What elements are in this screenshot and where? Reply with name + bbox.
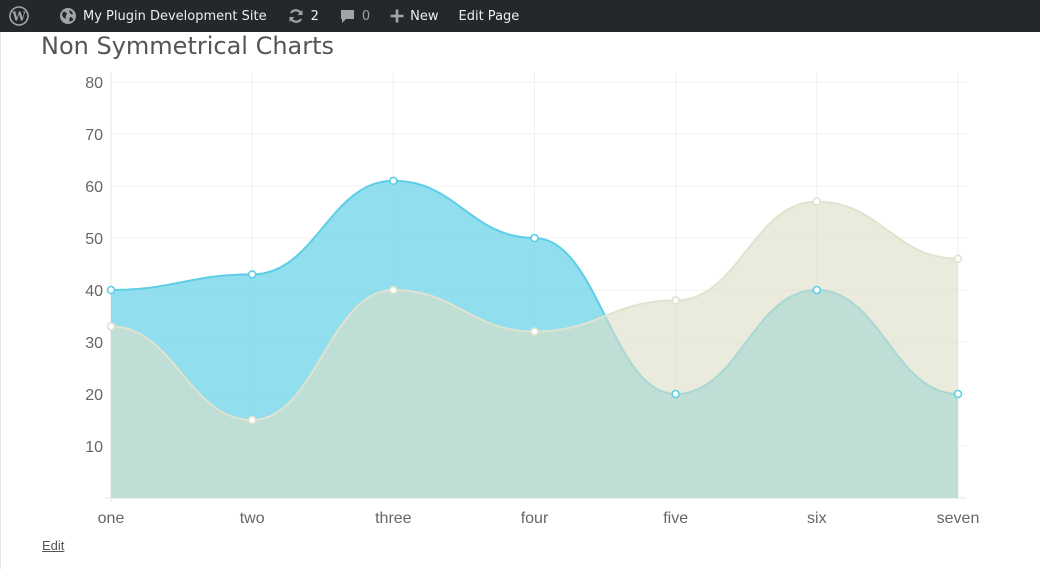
updates-count: 2 <box>310 8 319 24</box>
y-tick-label: 40 <box>85 283 103 300</box>
series-1-point <box>812 285 822 295</box>
page-content: Non Symmetrical Charts 10 20 30 40 50 60 70 80 o… <box>0 32 1040 569</box>
x-tick-label: four <box>521 510 549 527</box>
series-2-point <box>671 296 680 305</box>
edit-page-link[interactable]: Edit Page <box>449 0 530 32</box>
y-tick-label: 20 <box>85 387 103 404</box>
globe-icon <box>59 7 77 25</box>
series-2-point <box>247 415 257 425</box>
page-title: Non Symmetrical Charts <box>41 32 335 60</box>
new-content-menu[interactable]: New <box>380 0 448 32</box>
y-tick-label: 50 <box>85 231 103 248</box>
series-2-point <box>812 197 822 206</box>
series-2-point <box>953 254 963 264</box>
y-tick-label: 60 <box>85 179 103 196</box>
comment-bubble-icon <box>339 8 356 25</box>
wordpress-icon: W <box>9 6 29 26</box>
x-tick-label: six <box>807 510 827 527</box>
plus-icon <box>390 9 404 23</box>
admin-bar: W My Plugin Development Site 2 <box>0 0 1040 32</box>
edit-page-label: Edit Page <box>458 8 520 24</box>
x-tick-label: one <box>98 510 125 527</box>
series-1-point <box>106 285 116 295</box>
series-1-point <box>389 176 398 186</box>
series-1-point <box>671 389 680 399</box>
y-tick-label: 80 <box>85 75 103 92</box>
area-chart: 10 20 30 40 50 60 70 80 one two three four five six se… <box>85 72 980 527</box>
comments-menu[interactable]: 0 <box>329 0 380 32</box>
wordpress-logo-button[interactable]: W <box>0 0 49 32</box>
series-1-point <box>247 270 257 279</box>
series-1-point <box>530 233 539 243</box>
x-tick-label: two <box>240 510 265 527</box>
series-2-point <box>106 322 116 331</box>
x-tick-label: seven <box>937 510 980 527</box>
x-tick-label: five <box>663 510 688 527</box>
new-label: New <box>410 8 439 24</box>
refresh-icon <box>287 7 305 25</box>
y-tick-label: 70 <box>85 127 103 144</box>
series-2-point <box>530 327 539 336</box>
edit-link[interactable]: Edit <box>42 538 65 553</box>
site-name-label: My Plugin Development Site <box>83 8 267 24</box>
svg-text:W: W <box>11 10 26 24</box>
series-2-area <box>111 201 958 498</box>
site-name-menu[interactable]: My Plugin Development Site <box>49 0 277 32</box>
y-tick-label: 10 <box>85 439 103 456</box>
series-2-point <box>389 285 398 295</box>
series-1-point <box>953 389 963 399</box>
x-tick-label: three <box>375 510 412 527</box>
updates-menu[interactable]: 2 <box>277 0 329 32</box>
comments-count: 0 <box>361 8 371 24</box>
y-tick-label: 30 <box>85 335 103 352</box>
